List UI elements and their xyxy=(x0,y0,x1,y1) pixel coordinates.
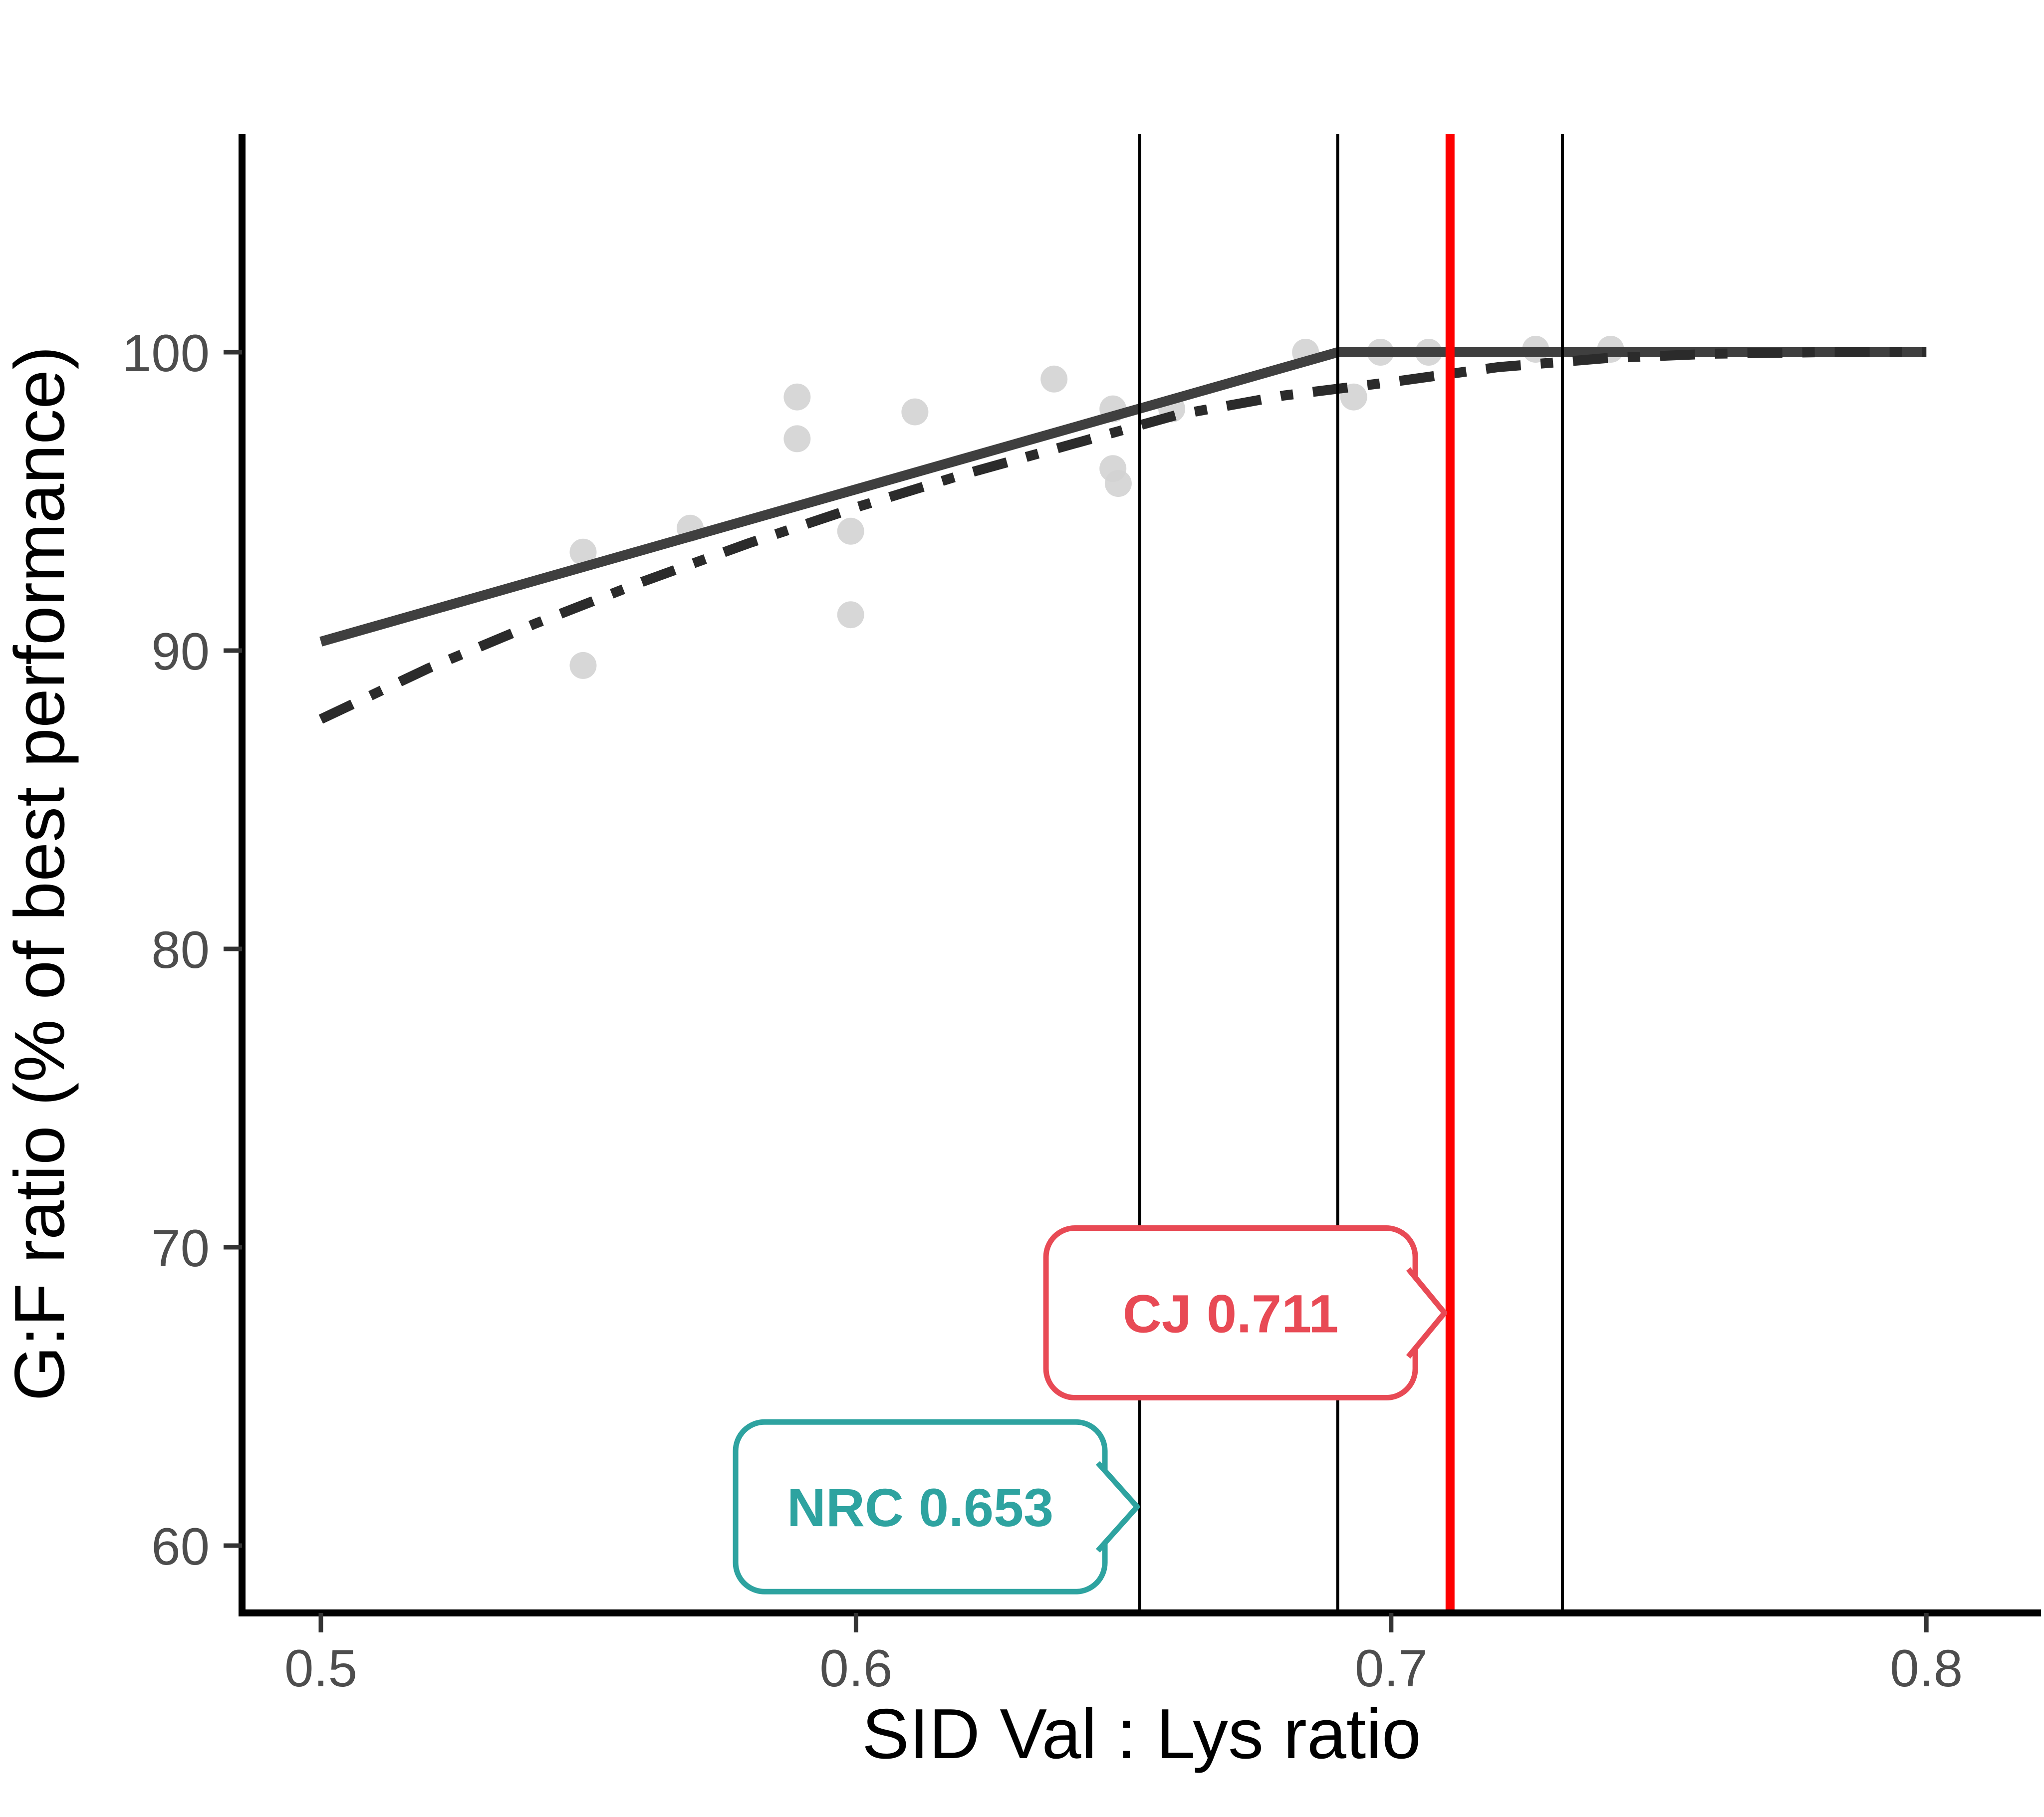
annotation-nrc: NRC 0.653 xyxy=(733,1419,1140,1594)
y-tick-label: 100 xyxy=(122,324,210,383)
scatter-point xyxy=(837,517,864,545)
y-tick-label: 60 xyxy=(151,1518,210,1576)
scatter-point xyxy=(783,425,811,453)
x-tick-label: 0.8 xyxy=(1890,1639,1963,1698)
x-axis-title: SID Val : Lys ratio xyxy=(862,1694,1421,1774)
x-tick-label: 0.5 xyxy=(284,1639,357,1698)
y-tick-label: 70 xyxy=(151,1219,210,1278)
annotation-cj: CJ 0.711 xyxy=(1043,1225,1448,1401)
annotation-cj-text: CJ 0.711 xyxy=(1123,1283,1338,1344)
y-axis-title: G:F ratio (% of best performance) xyxy=(0,346,79,1401)
y-tick-label: 90 xyxy=(151,623,210,681)
y-tick-label: 80 xyxy=(151,921,210,979)
annotation-cj-pointer xyxy=(1406,1267,1448,1359)
fit-line-dotdash xyxy=(318,347,1927,724)
x-tick-label: 0.7 xyxy=(1355,1639,1428,1698)
scatter-points xyxy=(569,336,1624,679)
scatter-point xyxy=(1040,365,1068,393)
scatter-point xyxy=(837,601,864,629)
scatter-point xyxy=(1104,470,1132,497)
x-axis-ticks: 0.5 0.6 0.7 0.8 xyxy=(284,1613,1963,1698)
annotation-nrc-pointer xyxy=(1095,1461,1140,1553)
y-axis-ticks: 60 70 80 90 100 xyxy=(122,324,242,1576)
scatter-point xyxy=(569,652,597,679)
scatter-point xyxy=(569,538,597,566)
scatter-point xyxy=(783,383,811,411)
scatter-point xyxy=(901,398,929,426)
annotation-nrc-text: NRC 0.653 xyxy=(787,1477,1053,1538)
x-tick-label: 0.6 xyxy=(819,1639,892,1698)
